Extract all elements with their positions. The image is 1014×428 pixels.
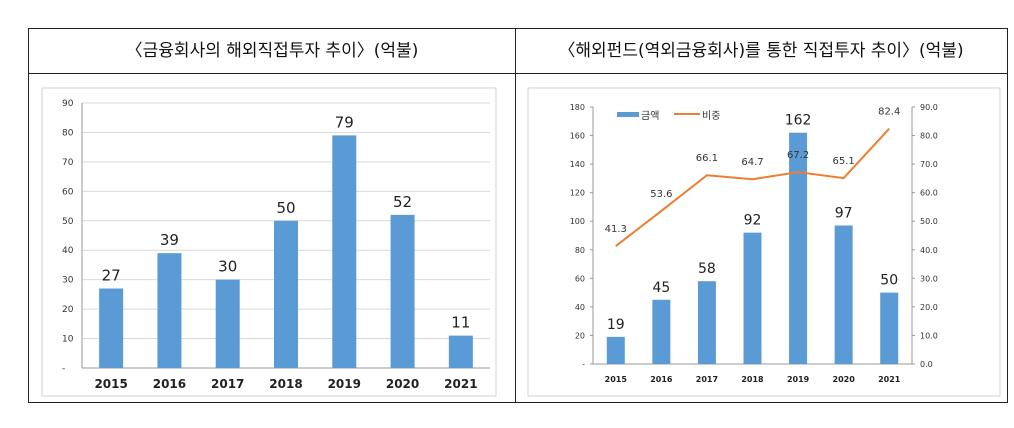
x-tick-label: 2017 [211,377,244,391]
y-left-tick-label: 140 [570,160,585,169]
x-tick-label: 2020 [386,377,419,391]
bar-data-label: 50 [880,273,898,289]
y-left-tick-label: - [582,360,585,369]
data-label: 27 [102,267,121,285]
bar [743,232,762,364]
y-right-tick-label: 0.0 [920,360,933,369]
y-left-tick-label: 80 [575,246,585,255]
line-data-label: 41.3 [605,224,627,235]
legend-label-ratio: 비중 [702,110,720,122]
y-tick-label: - [62,364,65,374]
legend-label-amount: 금액 [641,110,659,122]
data-label: 30 [218,258,237,276]
y-left-tick-label: 40 [575,303,585,312]
y-tick-label: 90 [62,99,74,109]
bar-data-label: 19 [607,317,625,333]
y-tick-label: 70 [62,158,74,168]
y-left-tick-label: 180 [570,103,585,112]
line-data-label: 65.1 [833,156,855,167]
bar [157,253,182,368]
y-left-tick-label: 20 [575,331,585,340]
left-chart-title: 〈금융회사의 해외직접투자 추이〉(억불) [29,29,515,74]
bar [697,281,716,364]
x-tick-label: 2019 [328,377,361,391]
data-label: 79 [335,113,354,131]
figure-table: 〈금융회사의 해외직접투자 추이〉(억불) 〈해외펀드(역외금융회사)를 통한 … [28,28,1008,403]
x-tick-label: 2017 [696,375,718,384]
line-data-label: 53.6 [650,189,672,200]
x-tick-label: 2015 [94,377,127,391]
x-tick-label: 2018 [269,377,302,391]
data-label: 39 [160,231,179,249]
x-tick-label: 2016 [650,375,673,384]
right-chart-title: 〈해외펀드(역외금융회사)를 통한 직접투자 추이〉(억불) [515,29,1007,74]
y-left-tick-label: 100 [570,217,585,226]
y-left-tick-label: 60 [575,274,585,283]
bar-data-label: 92 [744,213,762,229]
ratio-line [615,128,890,247]
legend-bar-swatch [617,112,639,117]
data-label: 52 [393,193,412,211]
y-tick-label: 20 [62,305,74,315]
y-right-tick-label: 50.0 [920,217,938,226]
column-divider [515,29,516,402]
x-tick-label: 2021 [444,377,477,391]
x-tick-label: 2021 [878,375,901,384]
bar [789,132,808,364]
bar [215,279,240,368]
line-data-label: 82.4 [878,107,900,118]
y-tick-label: 10 [62,335,74,345]
y-right-tick-label: 30.0 [920,274,938,283]
line-data-label: 64.7 [741,157,763,168]
y-left-tick-label: 160 [570,132,585,141]
line-data-label: 66.1 [696,153,718,164]
bar [606,336,625,364]
y-right-tick-label: 20.0 [920,303,938,312]
y-tick-label: 80 [62,128,74,138]
x-tick-label: 2018 [741,375,764,384]
bar-data-label: 162 [785,113,812,129]
line-data-label: 67.2 [787,150,809,161]
y-tick-label: 60 [62,187,74,197]
y-right-tick-label: 60.0 [920,189,938,198]
y-tick-label: 50 [62,217,74,227]
y-tick-label: 40 [62,246,74,256]
bar-data-label: 58 [698,261,716,277]
right-chart-area [527,87,1001,397]
y-left-tick-label: 120 [570,189,585,198]
x-tick-label: 2019 [787,375,810,384]
bar-data-label: 45 [652,280,670,296]
y-tick-label: 30 [62,276,74,286]
bar [880,292,899,364]
data-label: 11 [451,314,470,332]
y-right-tick-label: 90.0 [920,103,938,112]
bar [652,299,671,364]
y-right-tick-label: 80.0 [920,132,938,141]
y-right-tick-label: 40.0 [920,246,938,255]
y-right-tick-label: 70.0 [920,160,938,169]
bar [332,135,357,368]
y-right-tick-label: 10.0 [920,331,938,340]
x-tick-label: 2015 [605,375,628,384]
x-tick-label: 2016 [153,377,186,391]
data-label: 50 [276,199,295,217]
bar-data-label: 97 [835,206,853,222]
bar [99,288,124,368]
bar [390,214,415,368]
x-tick-label: 2020 [833,375,856,384]
bar [274,220,298,368]
bar [834,225,853,364]
bar [448,335,473,368]
